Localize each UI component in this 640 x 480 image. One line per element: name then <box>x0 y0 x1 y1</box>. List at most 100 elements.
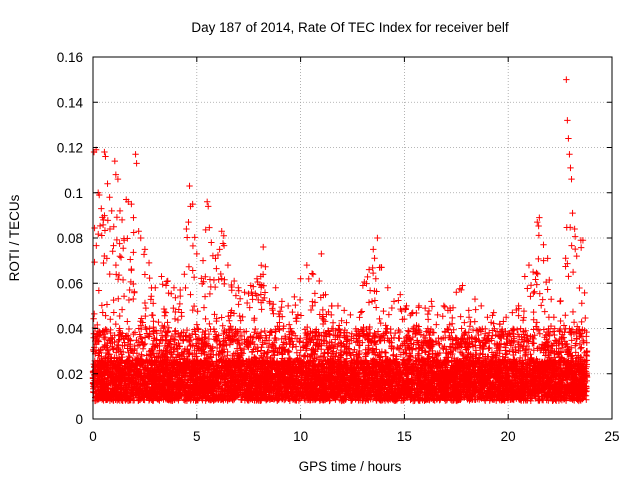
data-point <box>308 270 316 277</box>
data-point <box>412 345 420 352</box>
data-point <box>371 255 378 262</box>
data-point <box>341 343 348 351</box>
data-point <box>98 232 105 239</box>
data-point <box>165 289 172 297</box>
data-point <box>213 351 220 359</box>
data-point <box>240 345 248 353</box>
data-point <box>93 242 100 249</box>
data-point <box>472 306 479 313</box>
data-point <box>101 252 108 260</box>
data-point <box>117 254 125 261</box>
data-point <box>125 296 133 304</box>
data-point <box>101 227 109 234</box>
data-point <box>578 318 585 326</box>
data-point <box>114 276 122 283</box>
data-point <box>546 328 554 336</box>
data-point <box>257 291 265 298</box>
data-point <box>130 295 137 303</box>
data-point <box>165 324 173 331</box>
data-point <box>527 282 535 289</box>
data-point <box>530 289 537 297</box>
data-point <box>287 325 294 332</box>
data-point <box>160 305 168 313</box>
data-point <box>457 313 464 320</box>
data-point <box>549 328 557 335</box>
data-point <box>220 353 228 361</box>
data-point <box>576 284 583 292</box>
data-point <box>551 337 559 344</box>
data-point <box>565 273 572 280</box>
data-point <box>307 306 315 314</box>
data-point <box>296 296 304 304</box>
data-point <box>547 296 555 303</box>
data-point <box>156 342 163 350</box>
data-point <box>569 268 577 276</box>
data-point <box>127 256 134 263</box>
data-point <box>421 348 429 355</box>
data-point <box>177 292 184 300</box>
data-point <box>217 270 224 278</box>
data-point <box>573 323 581 330</box>
data-point <box>100 259 107 267</box>
data-point <box>479 325 486 333</box>
data-point <box>568 242 575 249</box>
data-point <box>112 320 119 328</box>
data-point <box>112 261 120 269</box>
data-point <box>366 287 374 294</box>
data-point <box>171 328 178 335</box>
data-point <box>449 314 456 322</box>
data-point <box>363 280 370 287</box>
data-point <box>163 329 171 336</box>
data-point <box>116 253 124 260</box>
data-point <box>193 321 201 328</box>
data-point <box>466 323 474 330</box>
data-point <box>407 352 414 359</box>
data-point <box>356 314 363 321</box>
data-point <box>261 289 269 296</box>
data-point <box>146 274 153 282</box>
data-point <box>562 312 569 319</box>
data-point <box>414 326 422 333</box>
data-point <box>106 225 114 233</box>
data-point <box>547 322 555 330</box>
data-point <box>420 339 427 347</box>
data-point <box>259 271 267 278</box>
data-point <box>113 355 121 362</box>
data-point <box>311 290 319 297</box>
data-point <box>540 257 547 264</box>
data-point <box>172 308 179 316</box>
data-point <box>305 275 312 283</box>
data-point <box>191 234 198 241</box>
data-point <box>120 292 128 300</box>
data-point <box>276 308 284 315</box>
data-point <box>503 350 511 357</box>
data-point <box>412 354 419 362</box>
data-point <box>544 286 551 293</box>
data-point <box>500 318 507 325</box>
data-point <box>569 308 577 316</box>
data-point <box>428 303 436 310</box>
data-point <box>135 325 143 332</box>
data-point <box>189 306 196 314</box>
data-point <box>234 337 241 345</box>
data-point <box>535 232 543 239</box>
data-point <box>161 323 168 330</box>
data-point <box>318 332 325 339</box>
data-point <box>562 325 569 333</box>
data-point <box>110 242 117 249</box>
data-point <box>531 332 538 339</box>
data-point <box>171 336 178 344</box>
data-point <box>578 300 585 307</box>
data-point <box>186 334 194 341</box>
data-point <box>106 270 113 278</box>
data-point <box>533 281 540 288</box>
data-point <box>546 276 553 284</box>
data-point <box>186 350 193 357</box>
data-point <box>183 234 191 241</box>
data-point <box>107 316 114 323</box>
data-point <box>530 308 537 316</box>
data-point <box>291 332 299 339</box>
data-point <box>206 224 213 231</box>
data-point <box>119 276 127 284</box>
